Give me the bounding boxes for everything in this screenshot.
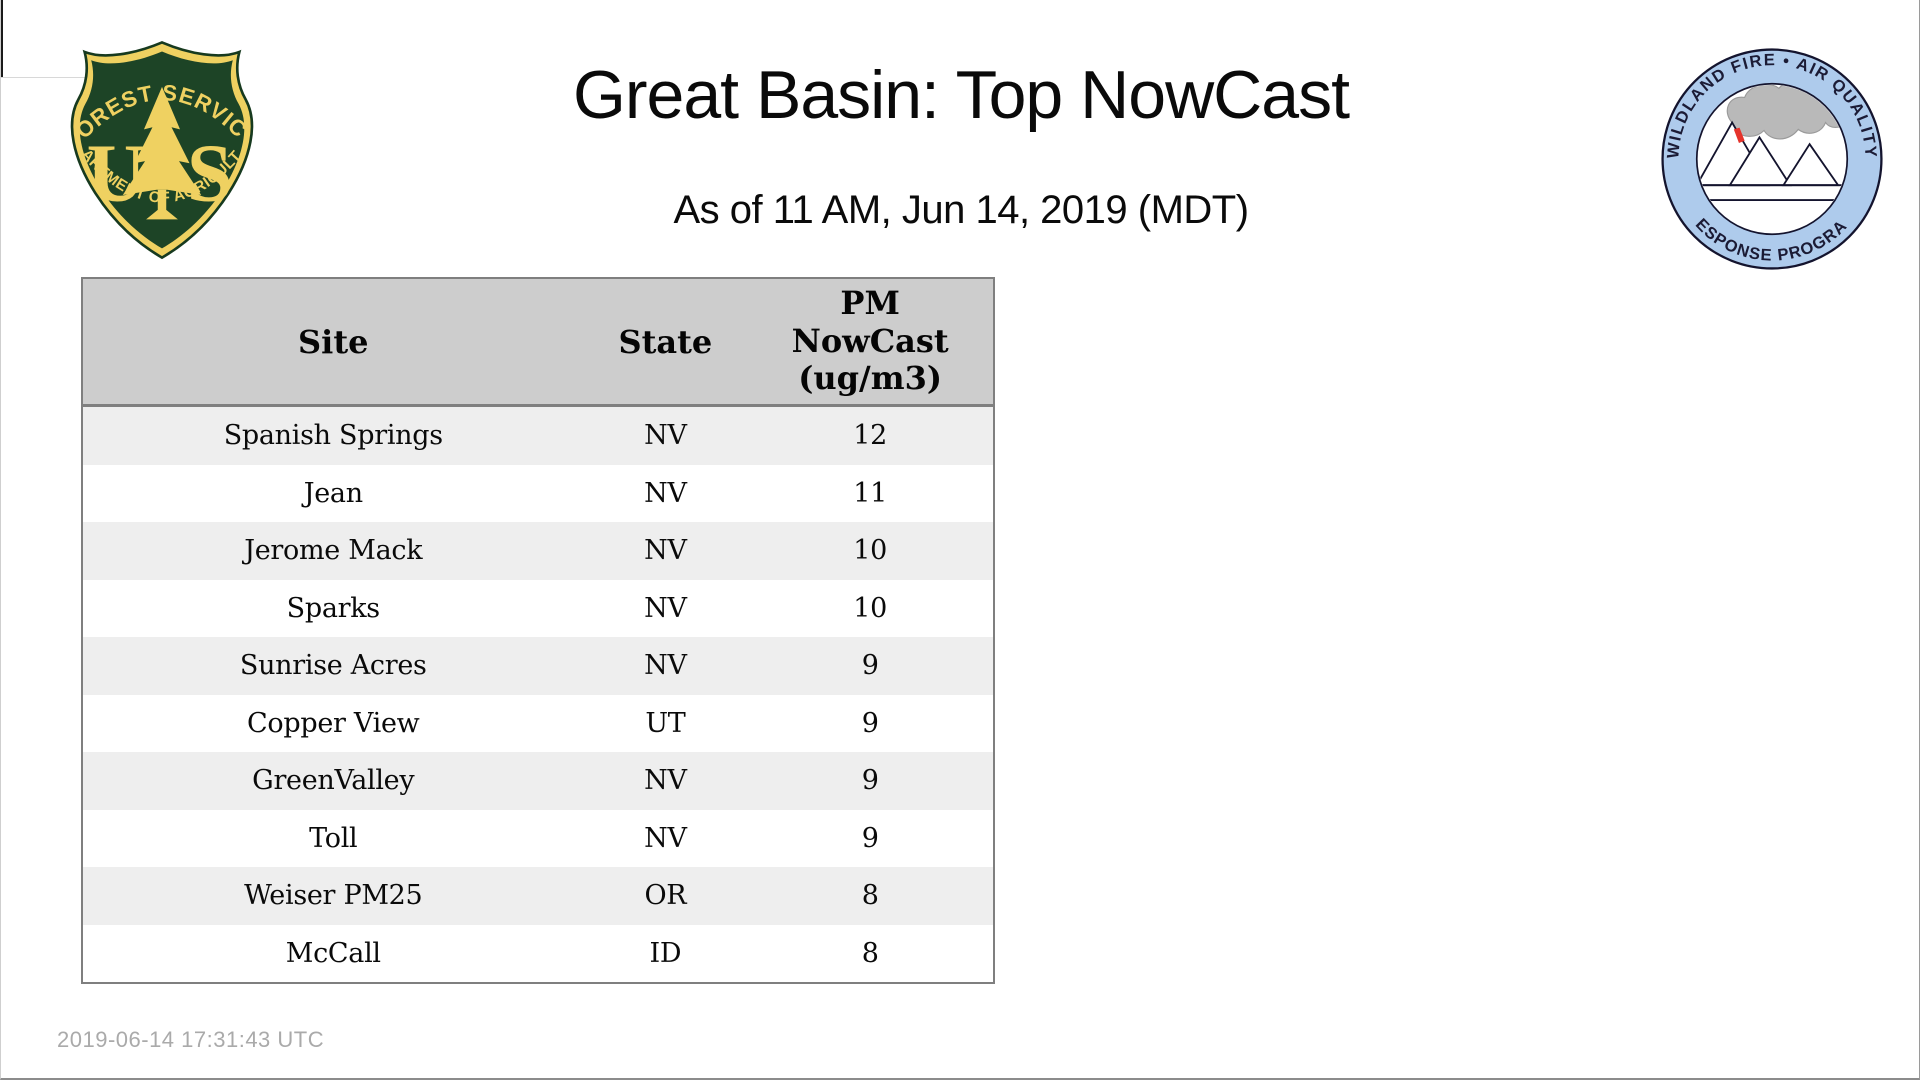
site-cell: Sunrise Acres	[239, 650, 427, 681]
pine-tree-icon	[122, 86, 202, 196]
state-cell: NV	[644, 477, 687, 509]
left-edge-line	[1, 77, 131, 78]
table-row: Jean NV 11	[83, 464, 993, 522]
value-cell: 12	[853, 420, 888, 451]
footer-timestamp: 2019-06-14 17:31:43 UTC	[57, 1027, 325, 1052]
value-cell: 10	[853, 592, 888, 624]
value-cell: 9	[861, 765, 879, 796]
site-cell: McCall	[285, 937, 381, 969]
state-cell: NV	[644, 535, 687, 566]
air-quality-program-logo: WILDLAND FIRE • AIR QUALITY RESPONSE PRO…	[1651, 30, 1886, 273]
site-cell: Sparks	[286, 592, 381, 624]
value-cell: 9	[861, 650, 879, 681]
site-cell: Spanish Springs	[223, 420, 443, 451]
state-cell: UT	[645, 707, 686, 739]
forest-service-shield-icon: FOREST SERVICE U S DEPARTMENT OF AGRICUL…	[48, 18, 254, 260]
site-cell: Weiser PM25	[244, 880, 423, 911]
value-cell: 8	[861, 937, 879, 969]
state-cell: OR	[644, 880, 687, 911]
value-cell: 9	[861, 707, 879, 739]
fire-mark-icon	[1733, 127, 1745, 144]
site-cell: Jerome Mack	[244, 535, 423, 566]
table-row: Spanish Springs NV 12	[83, 407, 993, 465]
state-cell: NV	[644, 420, 687, 451]
table-row: McCall ID 8	[83, 924, 993, 982]
site-cell: Copper View	[247, 707, 420, 739]
state-cell: NV	[644, 765, 687, 796]
table-row: Toll NV 9	[83, 809, 993, 867]
forest-service-logo: FOREST SERVICE U S DEPARTMENT OF AGRICUL…	[48, 18, 268, 262]
table-row: Copper View UT 9	[83, 694, 993, 752]
header-state: State	[618, 322, 713, 361]
state-cell: NV	[644, 650, 687, 681]
table-header-row: Site State PM NowCast (ug/m3)	[83, 279, 993, 407]
page-title: Great Basin: Top NowCast	[573, 57, 1350, 133]
nowcast-table: Site State PM NowCast (ug/m3) Spanish Sp…	[81, 277, 995, 984]
header-pm-nowcast: PM NowCast (ug/m3)	[791, 283, 949, 398]
state-cell: NV	[644, 592, 687, 624]
wildland-fire-badge-icon: WILDLAND FIRE • AIR QUALITY RESPONSE PRO…	[1651, 30, 1883, 270]
header-site: Site	[298, 322, 369, 361]
table-row: Weiser PM25 OR 8	[83, 867, 993, 925]
left-edge-artifact	[1, 0, 3, 77]
table-row: Jerome Mack NV 10	[83, 522, 993, 580]
value-cell: 9	[861, 822, 879, 854]
table-body: Spanish Springs NV 12 Jean NV 11 Jerome …	[83, 407, 993, 982]
site-cell: Toll	[309, 822, 358, 854]
state-cell: NV	[644, 822, 687, 854]
value-cell: 8	[861, 880, 879, 911]
site-cell: GreenValley	[252, 765, 415, 796]
page-subtitle: As of 11 AM, Jun 14, 2019 (MDT)	[673, 188, 1249, 232]
table-row: Sunrise Acres NV 9	[83, 637, 993, 695]
value-cell: 10	[853, 535, 888, 566]
state-cell: ID	[649, 937, 682, 969]
forest-service-letter-s: S	[187, 126, 233, 218]
forest-service-letter-u: U	[87, 126, 147, 218]
site-cell: Jean	[303, 477, 363, 509]
value-cell: 11	[853, 477, 888, 509]
table-row: GreenValley NV 9	[83, 752, 993, 810]
table-row: Sparks NV 10	[83, 579, 993, 637]
